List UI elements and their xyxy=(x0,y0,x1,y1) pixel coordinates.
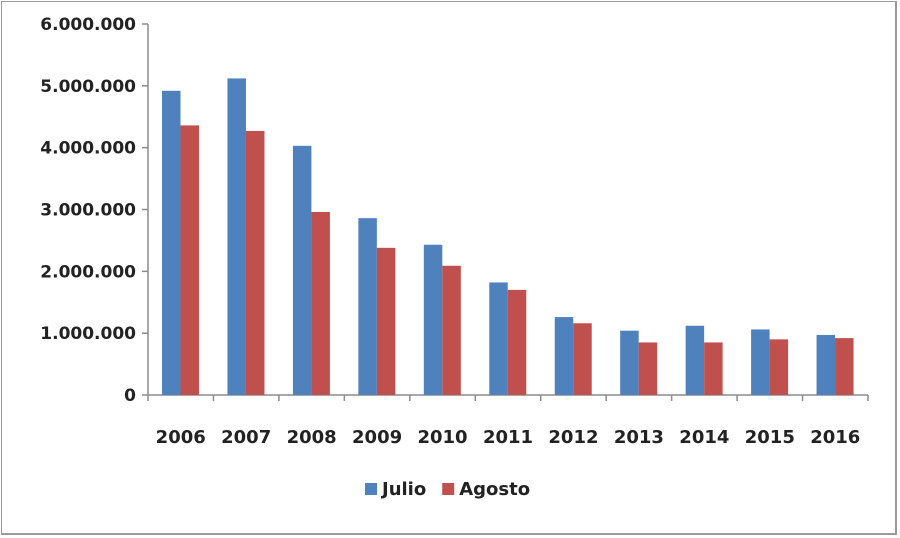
bar-julio-2006 xyxy=(162,90,181,395)
bar-julio-2014 xyxy=(685,325,705,395)
bar-julio-2011 xyxy=(489,282,508,395)
bar-agosto-2011 xyxy=(507,289,527,395)
bar-agosto-2013 xyxy=(638,342,658,395)
y-tick-label: 0 xyxy=(124,386,136,406)
y-tick-label: 2.000.000 xyxy=(40,262,136,282)
legend-swatch-agosto xyxy=(442,483,455,495)
y-tick-label: 5.000.000 xyxy=(40,77,136,97)
x-tick-label: 2011 xyxy=(483,427,533,448)
x-tick-label: 2012 xyxy=(548,427,598,448)
bar-julio-2015 xyxy=(751,329,770,395)
bar-julio-2013 xyxy=(620,330,639,395)
bar-agosto-2006 xyxy=(180,125,199,395)
x-tick-label: 2014 xyxy=(679,427,729,448)
bar-agosto-2010 xyxy=(442,265,461,395)
legend: Julio Agosto xyxy=(365,479,530,500)
bar-julio-2008 xyxy=(292,145,312,395)
x-tick-label: 2008 xyxy=(287,427,337,448)
x-tick-label: 2009 xyxy=(352,427,402,448)
legend-swatch-julio xyxy=(365,483,377,495)
x-tick-label: 2010 xyxy=(417,427,467,448)
bar-agosto-2015 xyxy=(769,339,789,395)
x-axis: 2006 2007 2008 2009 2010 2011 2012 2013 2014 2015… xyxy=(147,394,869,448)
bar-julio-2010 xyxy=(423,244,443,395)
bar-agosto-2014 xyxy=(704,342,723,395)
y-axis: 0 1.000.000 2.000.000 3.000.000 4.000.000 5.0… xyxy=(40,15,149,406)
x-tick-label: 2006 xyxy=(156,427,206,448)
bar-agosto-2016 xyxy=(835,338,854,395)
bars xyxy=(162,78,854,395)
bar-agosto-2008 xyxy=(311,211,330,395)
bar-julio-2012 xyxy=(554,317,574,395)
legend-label-julio: Julio xyxy=(380,479,426,500)
x-tick-label: 2016 xyxy=(810,427,860,448)
x-tick-label: 2015 xyxy=(745,427,795,448)
bar-julio-2016 xyxy=(816,335,836,395)
y-tick-label: 4.000.000 xyxy=(40,139,136,159)
y-tick-label: 3.000.000 xyxy=(40,201,136,221)
legend-label-agosto: Agosto xyxy=(459,479,530,500)
x-tick-label: 2013 xyxy=(614,427,664,448)
bar-agosto-2012 xyxy=(573,323,592,395)
y-tick-label: 1.000.000 xyxy=(40,324,136,344)
bar-julio-2007 xyxy=(227,78,246,395)
bar-agosto-2007 xyxy=(245,130,265,395)
bar-agosto-2009 xyxy=(376,247,396,395)
bar-julio-2009 xyxy=(358,218,377,395)
y-tick-label: 6.000.000 xyxy=(40,15,136,35)
x-tick-label: 2007 xyxy=(221,427,271,448)
